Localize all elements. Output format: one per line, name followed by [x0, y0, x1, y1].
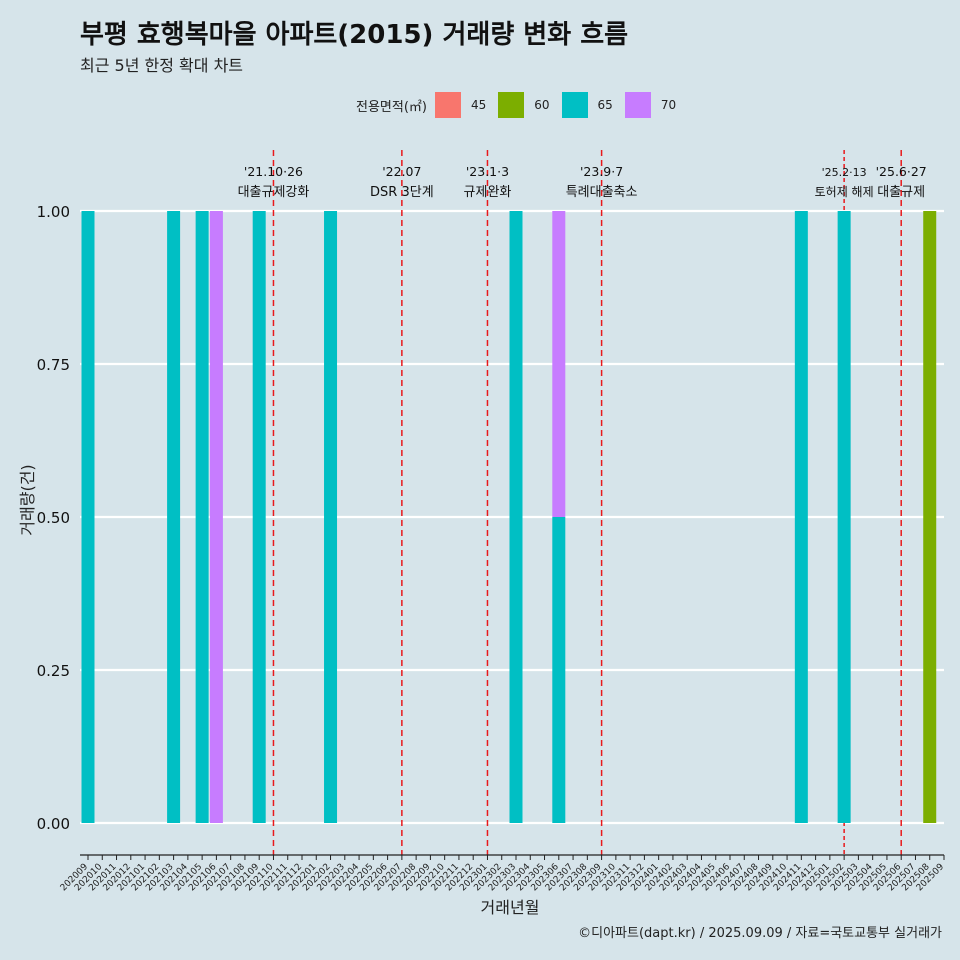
bar	[167, 211, 181, 823]
legend-swatch-45	[434, 92, 461, 118]
legend-item-65: 65	[561, 92, 613, 118]
y-tick-label: 1.00	[37, 203, 70, 221]
event-label: 대출규제강화	[238, 185, 310, 200]
event-label: DSR 3단계	[370, 185, 434, 200]
event-label: 대출규제	[877, 185, 925, 200]
bar	[195, 211, 209, 823]
bar	[552, 517, 566, 823]
y-axis-label: 거래량(건)	[18, 464, 37, 535]
event-label: 특례대출축소	[566, 185, 638, 200]
bar	[794, 211, 808, 823]
y-tick-label: 0.25	[37, 662, 70, 680]
legend-label-45: 45	[470, 98, 487, 112]
bars	[81, 211, 937, 823]
y-tick-label: 0.00	[37, 815, 70, 833]
event-date: '23.9·7	[580, 164, 623, 179]
bar	[209, 211, 223, 823]
legend-title: 전용면적(㎡)	[356, 99, 427, 115]
legend-item-45: 45	[434, 92, 487, 118]
event-date: '21.10·26	[244, 164, 303, 179]
legend-swatch-70	[624, 92, 651, 118]
x-axis: 2020092020102020112020122021012021022021…	[59, 854, 946, 893]
bar	[252, 211, 266, 823]
event-date: '25.2·13	[822, 166, 867, 179]
legend-label-65: 65	[597, 98, 613, 112]
chart-subtitle: 최근 5년 한정 확대 차트	[80, 56, 244, 75]
legend-swatch-60	[498, 92, 525, 118]
event-label: 규제완화	[464, 185, 512, 200]
event-date: '25.6·27	[876, 164, 927, 179]
bar	[509, 211, 523, 823]
legend-item-60: 60	[498, 92, 550, 118]
y-axis: 0.00 0.25 0.50 0.75 1.00	[37, 203, 70, 833]
event-label: 토허제 해제	[815, 185, 874, 199]
chart-title: 부평 효행복마을 아파트(2015) 거래량 변화 흐름	[80, 20, 629, 50]
event-lines: '21.10·26 대출규제강화 '22.07 DSR 3단계 '23.1·3 규제완화 '…	[238, 150, 927, 855]
bar	[923, 211, 937, 823]
y-tick-label: 0.75	[37, 356, 70, 374]
source-caption: ©디아파트(dapt.kr) / 2025.09.09 / 자료=국토교통부 실…	[578, 926, 942, 941]
legend: 전용면적(㎡) 45 60 65 70	[356, 92, 688, 118]
legend-label-70: 70	[660, 98, 677, 112]
legend-item-70: 70	[624, 92, 677, 118]
bar	[837, 211, 851, 823]
legend-label-60: 60	[534, 98, 550, 112]
x-axis-label: 거래년월	[481, 898, 540, 917]
bar	[81, 211, 95, 823]
event-date: '22.07	[382, 164, 421, 179]
bar	[552, 211, 566, 517]
legend-swatch-65	[561, 92, 588, 118]
bar	[324, 211, 338, 823]
event-date: '23.1·3	[466, 164, 509, 179]
y-tick-label: 0.50	[37, 509, 70, 527]
